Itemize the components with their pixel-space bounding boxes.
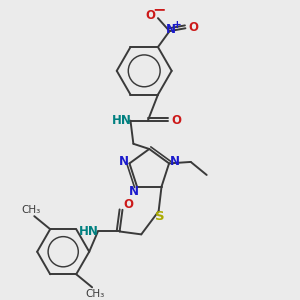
- Text: HN: HN: [112, 114, 132, 127]
- Text: +: +: [173, 20, 182, 30]
- Text: N: N: [169, 155, 180, 168]
- Text: N: N: [119, 155, 129, 168]
- Text: O: O: [124, 198, 134, 211]
- Text: CH₃: CH₃: [22, 205, 41, 215]
- Text: O: O: [146, 9, 156, 22]
- Text: N: N: [129, 185, 139, 198]
- Text: S: S: [155, 210, 165, 223]
- Text: O: O: [188, 21, 199, 34]
- Text: HN: HN: [79, 225, 99, 238]
- Text: CH₃: CH₃: [85, 289, 105, 298]
- Text: N: N: [166, 23, 176, 36]
- Text: O: O: [171, 114, 181, 127]
- Text: −: −: [153, 2, 166, 17]
